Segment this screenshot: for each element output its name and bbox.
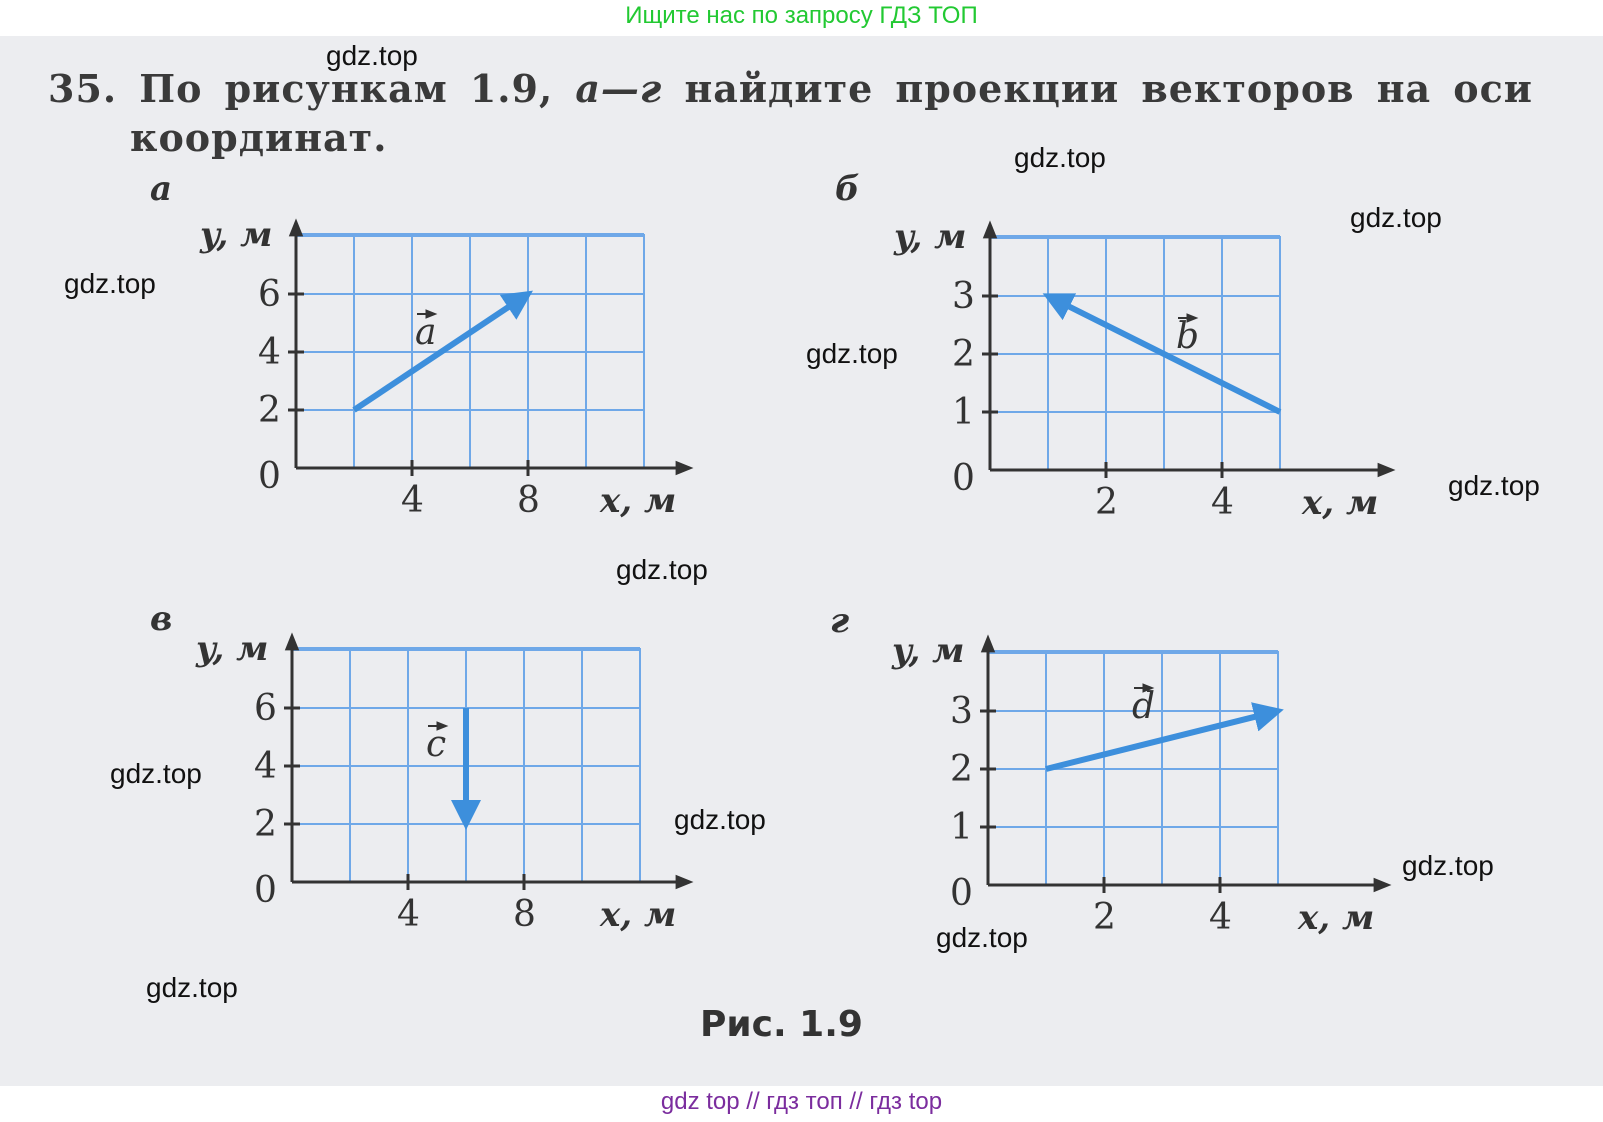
x-tick-label: 2 bbox=[1093, 897, 1116, 938]
y-axis-label: y, м bbox=[891, 631, 965, 671]
y-tick-label: 3 bbox=[952, 276, 975, 317]
task-line-2: координат. bbox=[130, 115, 388, 160]
y-tick-label: 2 bbox=[952, 334, 975, 375]
top-banner-text: Ищите нас по запросу ГДЗ ТОП bbox=[625, 2, 978, 29]
task-word: векторов bbox=[1141, 66, 1355, 111]
watermark: gdz.top bbox=[1402, 850, 1494, 881]
watermark: gdz.top bbox=[326, 40, 418, 71]
task-word: оси bbox=[1453, 66, 1533, 111]
origin-label: 0 bbox=[254, 870, 277, 911]
y-tick-label: 6 bbox=[254, 688, 277, 729]
x-axis-label: x, м bbox=[1297, 898, 1374, 938]
watermark: gdz.top bbox=[146, 972, 238, 1003]
textbook-page bbox=[0, 36, 1603, 1086]
task-word: 1.9, bbox=[469, 66, 554, 111]
panel-letter: в bbox=[150, 599, 172, 639]
y-tick-label: 4 bbox=[254, 746, 277, 787]
y-tick-label: 3 bbox=[950, 691, 973, 732]
y-tick-label: 2 bbox=[258, 390, 281, 431]
watermark: gdz.top bbox=[936, 922, 1028, 953]
task-line-1: 35. По рисункам 1.9, а—г найдите проекци… bbox=[48, 66, 1533, 111]
x-axis-label: x, м bbox=[599, 481, 676, 521]
x-axis-label: x, м bbox=[599, 895, 676, 935]
y-tick-label: 2 bbox=[950, 749, 973, 790]
y-axis-label: y, м bbox=[195, 629, 269, 669]
task-word: рисункам bbox=[224, 66, 448, 111]
x-tick-label: 2 bbox=[1095, 482, 1118, 523]
task-number: 35. bbox=[48, 66, 118, 111]
task-word: на bbox=[1376, 66, 1432, 111]
x-axis-label: x, м bbox=[1301, 483, 1378, 523]
y-tick-label: 2 bbox=[254, 804, 277, 845]
vector-b bbox=[1042, 293, 1282, 415]
origin-label: 0 bbox=[950, 873, 973, 914]
vector-label: a bbox=[415, 312, 436, 353]
x-tick-label: 8 bbox=[517, 480, 540, 521]
panel-letter: г bbox=[830, 601, 849, 641]
x-tick-label: 4 bbox=[1211, 482, 1234, 523]
x-tick-label: 4 bbox=[1209, 897, 1232, 938]
vector-d bbox=[1045, 702, 1284, 772]
y-tick-label: 1 bbox=[950, 807, 973, 848]
y-tick-label: 1 bbox=[952, 392, 975, 433]
top-banner: Ищите нас по запросу ГДЗ ТОП bbox=[0, 0, 1603, 36]
watermark: gdz.top bbox=[1014, 142, 1106, 173]
y-axis-label: y, м bbox=[199, 215, 273, 255]
watermark: gdz.top bbox=[616, 554, 708, 585]
task-text: 35. По рисункам 1.9, а—г найдите проекци… bbox=[48, 66, 1533, 160]
vector-label: b bbox=[1176, 316, 1199, 357]
y-tick-label: 6 bbox=[258, 274, 281, 315]
panel-letter: б bbox=[835, 169, 860, 209]
task-word: найдите bbox=[684, 66, 874, 111]
task-word: По bbox=[139, 66, 203, 111]
watermark: gdz.top bbox=[806, 338, 898, 369]
origin-label: 0 bbox=[952, 458, 975, 499]
vector-label: c bbox=[426, 724, 446, 765]
x-tick-label: 4 bbox=[401, 480, 424, 521]
watermark: gdz.top bbox=[1350, 202, 1442, 233]
panel-letter: а bbox=[150, 169, 172, 209]
y-axis-label: y, м bbox=[893, 217, 967, 257]
watermark: gdz.top bbox=[1448, 470, 1540, 501]
x-tick-label: 4 bbox=[397, 894, 420, 935]
watermark: gdz.top bbox=[110, 758, 202, 789]
x-tick-label: 8 bbox=[513, 894, 536, 935]
bottom-banner: gdz top // гдз топ // гдз top bbox=[0, 1086, 1603, 1122]
figure-caption: Рис. 1.9 bbox=[700, 1004, 863, 1045]
origin-label: 0 bbox=[258, 456, 281, 497]
vector-label: d bbox=[1132, 686, 1155, 727]
task-word: проекции bbox=[895, 66, 1120, 111]
watermark: gdz.top bbox=[64, 268, 156, 299]
bottom-banner-text: gdz top // гдз топ // гдз top bbox=[660, 1088, 943, 1115]
y-tick-label: 4 bbox=[258, 332, 281, 373]
watermark: gdz.top bbox=[674, 804, 766, 835]
vector-a bbox=[352, 290, 533, 413]
task-word: а—г bbox=[575, 66, 663, 111]
